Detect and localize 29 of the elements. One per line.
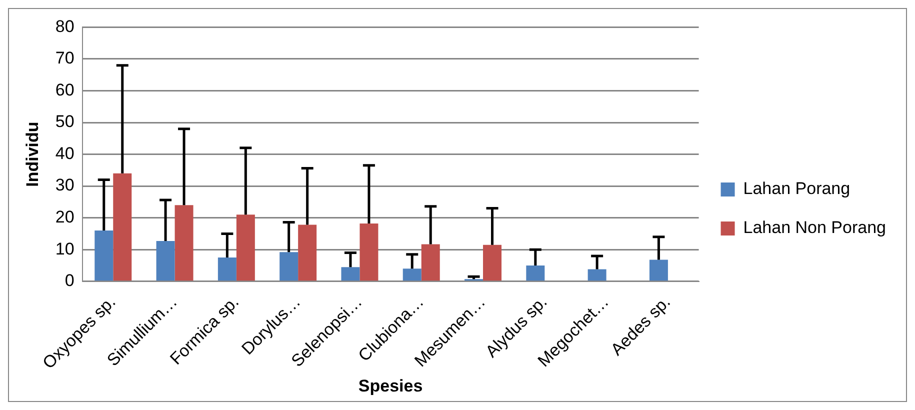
bar (94, 230, 114, 281)
bar (421, 244, 440, 281)
bar (236, 214, 255, 281)
bar (174, 205, 194, 281)
bar (280, 252, 298, 281)
bar (483, 244, 502, 281)
y-tick-label: 60 (55, 80, 74, 100)
x-axis-title: Spesies (358, 376, 423, 396)
bar (526, 265, 545, 281)
y-tick-label: 10 (55, 239, 74, 258)
y-tick-label: 20 (55, 208, 74, 227)
bar (341, 267, 360, 281)
y-tick-label: 50 (55, 112, 74, 132)
y-tick-label: 30 (55, 176, 74, 195)
bar (360, 224, 378, 281)
y-tick-label: 80 (55, 16, 74, 36)
bar (298, 224, 317, 281)
bar (588, 269, 606, 281)
bar (402, 268, 422, 281)
y-axis-title: Individu (22, 122, 42, 187)
bar (649, 260, 668, 281)
legend-label: Lahan Non Porang (743, 218, 886, 238)
y-tick-label: 70 (55, 48, 74, 68)
bar (113, 173, 132, 281)
bar (156, 241, 175, 281)
y-tick-label: 40 (55, 144, 74, 163)
bar (218, 258, 236, 281)
legend-label: Lahan Porang (743, 179, 850, 198)
y-tick-label: 0 (64, 271, 74, 290)
